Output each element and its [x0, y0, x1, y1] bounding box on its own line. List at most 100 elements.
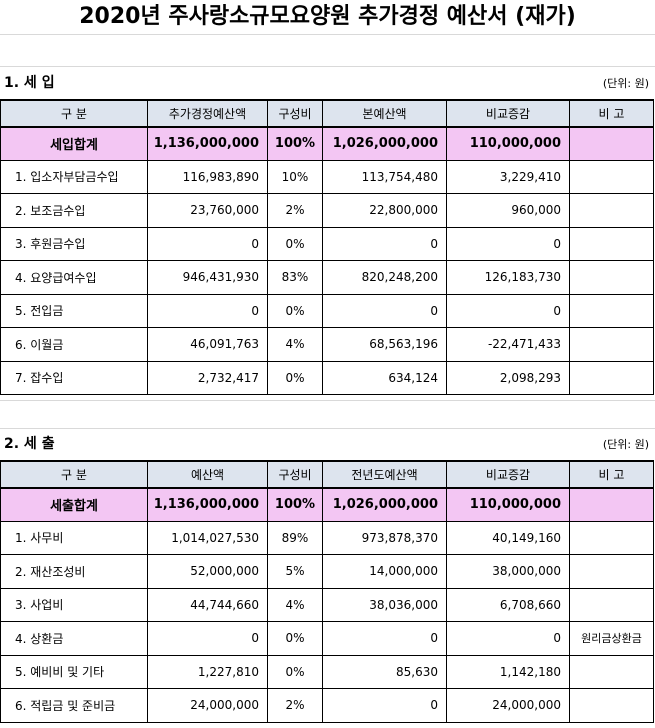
total-note [569, 487, 654, 522]
table-row: 2. 보조금수입 23,760,000 2% 22,800,000 960,000 [0, 193, 654, 228]
header-ratio: 구성비 [267, 99, 323, 128]
row-amount: 23,760,000 [147, 193, 268, 228]
income-section-title: 1. 세 입 [4, 75, 55, 91]
header-base: 전년도예산액 [322, 460, 447, 489]
row-base: 85,630 [322, 654, 447, 689]
header-note: 비 고 [569, 99, 654, 128]
row-category: 5. 전입금 [0, 293, 148, 328]
row-category: 2. 보조금수입 [0, 193, 148, 228]
table-row: 6. 이월금 46,091,763 4% 68,563,196 -22,471,433 [0, 327, 654, 362]
total-ratio: 100% [267, 126, 323, 161]
row-note [569, 260, 654, 295]
row-base: 820,248,200 [322, 260, 447, 295]
table-row: 2. 재산조성비 52,000,000 5% 14,000,000 38,000,000 [0, 554, 654, 589]
row-amount: 52,000,000 [147, 554, 268, 589]
row-note [569, 327, 654, 362]
row-ratio: 4% [267, 327, 323, 362]
header-amount: 예산액 [147, 460, 268, 489]
row-diff: 0 [446, 293, 570, 328]
row-diff: 24,000,000 [446, 688, 570, 723]
row-base: 113,754,480 [322, 159, 447, 194]
row-note [569, 554, 654, 589]
grid-line [0, 66, 655, 67]
row-note [569, 193, 654, 228]
row-ratio: 0% [267, 654, 323, 689]
header-diff: 비교증감 [446, 99, 570, 128]
row-note [569, 360, 654, 395]
row-ratio: 2% [267, 688, 323, 723]
row-note [569, 159, 654, 194]
header-diff: 비교증감 [446, 460, 570, 489]
row-note: 원리금상환금 [569, 621, 654, 656]
header-category: 구 분 [0, 460, 148, 489]
row-note [569, 688, 654, 723]
table-row: 5. 예비비 및 기타 1,227,810 0% 85,630 1,142,180 [0, 654, 654, 689]
row-amount: 24,000,000 [147, 688, 268, 723]
row-ratio: 0% [267, 360, 323, 395]
row-amount: 44,744,660 [147, 587, 268, 622]
row-ratio: 0% [267, 293, 323, 328]
total-base: 1,026,000,000 [322, 126, 447, 161]
row-category: 3. 사업비 [0, 587, 148, 622]
total-ratio: 100% [267, 487, 323, 522]
row-note [569, 226, 654, 261]
row-amount: 1,014,027,530 [147, 520, 268, 555]
row-base: 68,563,196 [322, 327, 447, 362]
row-amount: 0 [147, 293, 268, 328]
row-base: 0 [322, 621, 447, 656]
income-total-row: 세입합계 1,136,000,000 100% 1,026,000,000 11… [0, 126, 654, 161]
expense-unit-label: (단위: 원) [602, 438, 649, 451]
row-category: 2. 재산조성비 [0, 554, 148, 589]
table-row: 3. 사업비 44,744,660 4% 38,036,000 6,708,660 [0, 587, 654, 622]
total-note [569, 126, 654, 161]
row-category: 7. 잡수입 [0, 360, 148, 395]
row-ratio: 89% [267, 520, 323, 555]
row-diff: 1,142,180 [446, 654, 570, 689]
row-diff: 6,708,660 [446, 587, 570, 622]
income-unit-label: (단위: 원) [602, 77, 649, 90]
row-diff: 2,098,293 [446, 360, 570, 395]
table-row: 7. 잡수입 2,732,417 0% 634,124 2,098,293 [0, 360, 654, 395]
row-ratio: 0% [267, 621, 323, 656]
income-header-row: 구 분 추가경정예산액 구성비 본예산액 비교증감 비 고 [0, 99, 654, 128]
row-category: 1. 사무비 [0, 520, 148, 555]
row-category: 3. 후원금수입 [0, 226, 148, 261]
row-amount: 116,983,890 [147, 159, 268, 194]
expense-section-title: 2. 세 출 [4, 436, 55, 452]
row-note [569, 654, 654, 689]
document-title: 2020년 주사랑소규모요양원 추가경정 예산서 (재가) [79, 4, 576, 29]
header-amount: 추가경정예산액 [147, 99, 268, 128]
total-label: 세입합계 [0, 126, 148, 161]
row-category: 4. 요양급여수입 [0, 260, 148, 295]
row-base: 634,124 [322, 360, 447, 395]
row-note [569, 293, 654, 328]
table-row: 6. 적립금 및 준비금 24,000,000 2% 0 24,000,000 [0, 688, 654, 723]
row-category: 4. 상환금 [0, 621, 148, 656]
row-amount: 2,732,417 [147, 360, 268, 395]
header-category: 구 분 [0, 99, 148, 128]
total-base: 1,026,000,000 [322, 487, 447, 522]
row-ratio: 5% [267, 554, 323, 589]
row-base: 0 [322, 226, 447, 261]
row-diff: 38,000,000 [446, 554, 570, 589]
row-diff: 960,000 [446, 193, 570, 228]
row-amount: 1,227,810 [147, 654, 268, 689]
total-amount: 1,136,000,000 [147, 126, 268, 161]
row-diff: 3,229,410 [446, 159, 570, 194]
row-ratio: 2% [267, 193, 323, 228]
row-amount: 0 [147, 621, 268, 656]
row-base: 0 [322, 688, 447, 723]
header-note: 비 고 [569, 460, 654, 489]
row-ratio: 10% [267, 159, 323, 194]
row-base: 22,800,000 [322, 193, 447, 228]
table-row: 5. 전입금 0 0% 0 0 [0, 293, 654, 328]
row-diff: -22,471,433 [446, 327, 570, 362]
row-note [569, 520, 654, 555]
row-category: 1. 입소자부담금수입 [0, 159, 148, 194]
row-note [569, 587, 654, 622]
row-ratio: 83% [267, 260, 323, 295]
row-ratio: 0% [267, 226, 323, 261]
row-base: 0 [322, 293, 447, 328]
row-base: 14,000,000 [322, 554, 447, 589]
expense-header-row: 구 분 예산액 구성비 전년도예산액 비교증감 비 고 [0, 460, 654, 489]
